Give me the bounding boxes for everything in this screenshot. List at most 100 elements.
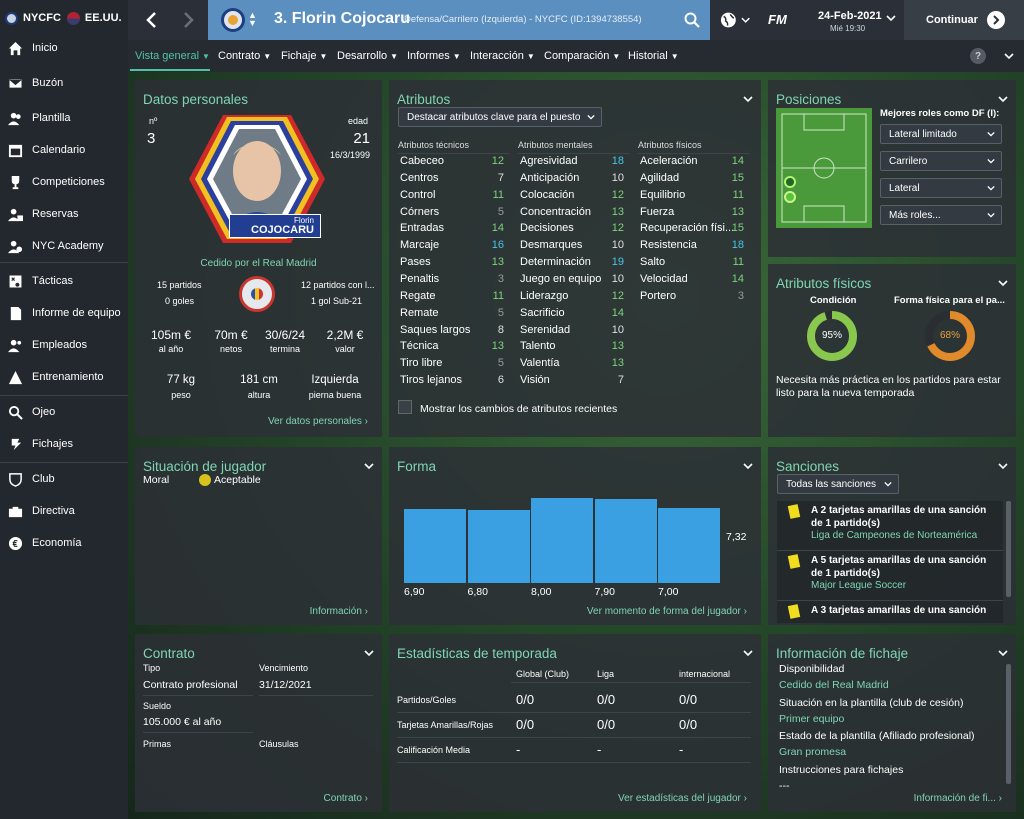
attribute-name[interactable]: Agresividad [520,155,578,167]
tab-interacci-n[interactable]: Interacción ▼ [470,50,535,62]
club-crest-icon[interactable] [5,11,18,25]
sidebar-item-buz-n[interactable]: Buzón [0,68,128,98]
attribute-name[interactable]: Tiros lejanos [400,374,462,387]
nation-name[interactable]: EE.UU. [84,12,122,24]
sanction-competition-link[interactable]: Liga de Campeones de Norteamérica [811,530,978,541]
sanction-item[interactable]: A 3 tarjetas amarillas de una sanción [777,601,1003,623]
attribute-name[interactable]: Tiro libre [400,357,443,370]
attribute-name[interactable]: Córners [400,205,440,218]
attribute-name[interactable]: Talento [520,340,556,353]
sidebar-item-entrenamiento[interactable]: Entrenamiento [0,362,128,392]
season-stats-link[interactable]: Ver estadísticas del jugador › [618,793,747,804]
tab-desarrollo[interactable]: Desarrollo ▼ [337,50,398,62]
sidebar-item-nyc-academy[interactable]: NYC Academy [0,231,128,261]
attribute-name[interactable]: Desmarques [520,239,583,252]
panel-menu-chevron-icon[interactable] [743,461,753,471]
attribute-name[interactable]: Marcaje [400,239,440,252]
attribute-name[interactable]: Decisiones [520,222,574,235]
panel-menu-chevron-icon[interactable] [364,648,374,658]
form-bar[interactable] [531,497,593,583]
transfer-scrollbar[interactable] [1006,664,1011,784]
attribute-name[interactable]: Liderazgo [520,289,569,302]
attribute-name[interactable]: Salto [640,256,666,269]
form-link[interactable]: Ver momento de forma del jugador › [586,606,747,617]
sidebar-item-empleados[interactable]: Empleados [0,330,128,360]
panel-menu-chevron-icon[interactable] [998,278,1008,288]
tab-contrato[interactable]: Contrato ▼ [218,50,271,62]
attribute-name[interactable]: Control [400,188,436,201]
role-dropdown[interactable]: Lateral [880,178,1002,198]
attribute-name[interactable]: Agilidad [640,171,680,184]
sanctions-list[interactable]: A 2 tarjetas amarillas de una sanción de… [777,501,1003,623]
transfer-info-value[interactable]: Cedido del Real Madrid [779,679,889,691]
situation-info-link[interactable]: Información › [309,606,368,617]
transfer-info-link[interactable]: Información de fi... › [913,793,1002,804]
sidebar-item-inicio[interactable]: Inicio [0,33,128,63]
transfer-info-value[interactable]: Primer equipo [779,712,845,725]
loan-info-link[interactable]: Cedido por el Real Madrid [200,258,317,269]
attribute-name[interactable]: Centros [400,171,439,184]
sanctions-filter-dropdown[interactable]: Todas las sanciones [777,474,899,494]
sidebar-item-fichajes[interactable]: Fichajes [0,429,128,459]
tab-fichaje[interactable]: Fichaje ▼ [281,50,327,62]
us-flag-icon[interactable] [66,11,80,25]
attribute-name[interactable]: Remate [400,306,439,319]
attribute-name[interactable]: Concentración [520,205,591,218]
attribute-name[interactable]: Determinación [520,256,591,269]
attribute-name[interactable]: Colocación [520,188,575,201]
player-switch-icon[interactable]: ▲ ▼ [248,10,257,28]
panel-menu-chevron-icon[interactable] [998,648,1008,658]
form-bar[interactable] [404,509,466,583]
tabs-menu-chevron-icon[interactable] [1004,52,1014,60]
attribute-name[interactable]: Penaltis [400,272,440,285]
attribute-name[interactable]: Recuperación físi... [640,222,735,235]
panel-menu-chevron-icon[interactable] [364,461,374,471]
search-icon[interactable] [684,12,700,28]
date-chevron-icon[interactable] [886,14,896,22]
tab-informes[interactable]: Informes ▼ [407,50,461,62]
attribute-name[interactable]: Portero [640,289,677,302]
panel-menu-chevron-icon[interactable] [998,461,1008,471]
sidebar-item-plantilla[interactable]: Plantilla [0,103,128,133]
attribute-name[interactable]: Resistencia [640,239,697,252]
tab-vista-general[interactable]: Vista general ▼ [135,50,210,62]
role-dropdown[interactable]: Más roles... [880,205,1002,225]
form-bar[interactable] [594,498,657,583]
attribute-name[interactable]: Juego en equipo [520,272,602,285]
continue-button[interactable]: Continuar [904,0,1024,40]
role-dropdown[interactable]: Lateral limitado [880,124,1002,144]
attribute-name[interactable]: Pases [400,256,431,269]
attribute-name[interactable]: Valentía [520,357,560,370]
sidebar-item-econom-a[interactable]: Economía [0,528,128,558]
sanction-item[interactable]: A 2 tarjetas amarillas de una sanción de… [777,501,1003,551]
attribute-name[interactable]: Velocidad [640,272,688,285]
role-dropdown[interactable]: Carrilero [880,151,1002,171]
sanction-item[interactable]: A 5 tarjetas amarillas de una sanción de… [777,551,1003,601]
game-date[interactable]: 24-Feb-2021 [818,10,882,22]
sidebar-item-reservas[interactable]: Reservas [0,199,128,229]
back-button[interactable] [132,0,169,40]
attribute-name[interactable]: Regate [400,289,436,302]
sanction-competition-link[interactable]: Major League Soccer [811,580,907,591]
panel-menu-chevron-icon[interactable] [743,648,753,658]
attribute-name[interactable]: Entradas [400,222,445,235]
forward-button[interactable] [170,0,207,40]
sidebar-item-directiva[interactable]: Directiva [0,496,128,526]
attribute-name[interactable]: Fuerza [640,205,675,218]
attribute-name[interactable]: Técnica [400,340,439,353]
contract-link[interactable]: Contrato › [323,793,368,804]
sidebar-item-informe-de-equipo[interactable]: Informe de equipo [0,298,128,328]
attribute-name[interactable]: Aceleración [640,155,698,167]
attribute-name[interactable]: Anticipación [520,171,580,184]
help-icon[interactable]: ? [970,48,986,64]
show-changes-checkbox[interactable] [398,400,412,414]
attribute-name[interactable]: Equilibrio [640,188,686,201]
attribute-name[interactable]: Saques largos [400,323,471,336]
world-menu-button[interactable] [720,8,750,32]
sidebar-item-t-cticas[interactable]: Tácticas [0,266,128,296]
sidebar-item-ojeo[interactable]: Ojeo [0,397,128,427]
sidebar-item-competiciones[interactable]: Competiciones [0,167,128,197]
attribute-name[interactable]: Cabeceo [400,155,445,167]
attribute-name[interactable]: Serenidad [520,323,571,336]
sidebar-item-club[interactable]: Club [0,464,128,494]
